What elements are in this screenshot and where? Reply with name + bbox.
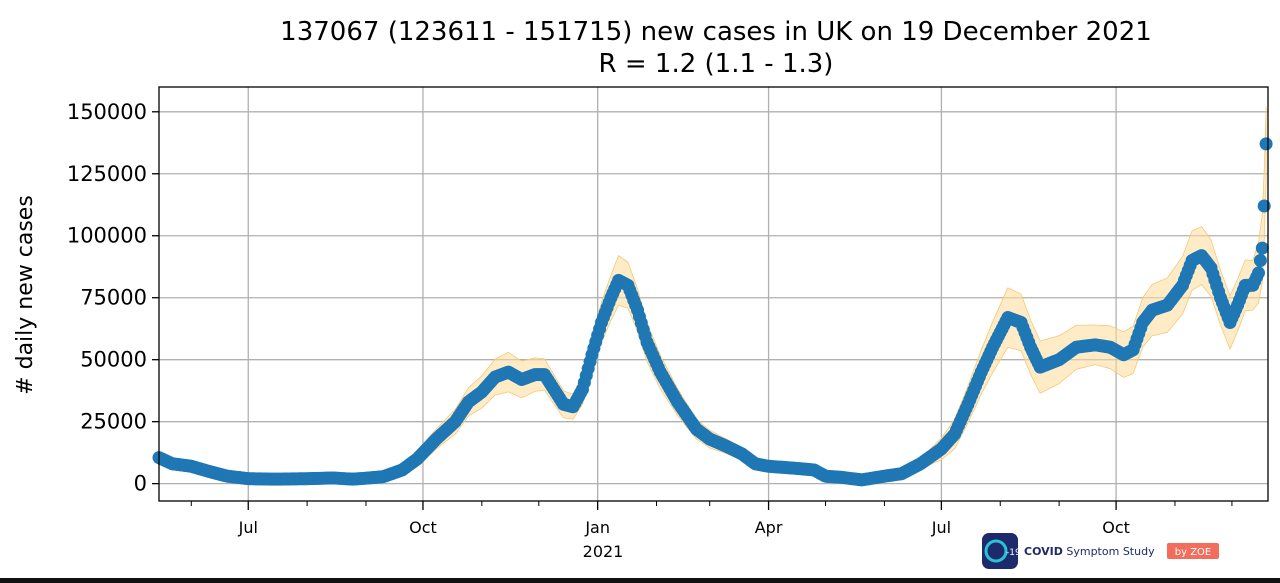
plot-frame	[158, 86, 1269, 502]
logo-name-bold: COVID	[1024, 545, 1063, 558]
x-year-label: 2021	[583, 542, 624, 561]
data-point	[1259, 137, 1273, 151]
logo-name-rest: Symptom Study	[1063, 545, 1155, 558]
x-tick-label: Jan	[584, 518, 610, 537]
y-tick-label: 100000	[67, 224, 147, 248]
x-axis: Jul Oct Jan Apr Jul Oct	[190, 501, 1233, 537]
data-point	[1252, 266, 1266, 280]
x-tick-label: Jul	[931, 518, 951, 537]
band-area	[158, 106, 1267, 485]
zoe-badge-icon	[1167, 543, 1219, 559]
data-point	[1255, 241, 1269, 255]
bottom-rule	[0, 578, 1280, 583]
y-tick-label: 25000	[80, 410, 147, 434]
x-tick-label: Oct	[409, 518, 437, 537]
x-tick-label: Jul	[238, 518, 258, 537]
logo-badge-text: -19	[1006, 548, 1021, 558]
y-tick-label: 150000	[67, 100, 147, 124]
y-tick-label: 50000	[80, 348, 147, 372]
y-tick-label: 75000	[80, 286, 147, 310]
data-point	[1257, 199, 1271, 213]
logo-text: COVID Symptom Study	[1024, 545, 1155, 558]
series-daily-cases	[152, 137, 1273, 487]
y-axis: 0 25000 50000 75000 100000 125000 150000	[67, 100, 159, 496]
x-tick-label: Apr	[755, 518, 783, 537]
chart-title: 137067 (123611 - 151715) new cases in UK…	[280, 17, 1152, 47]
data-point	[1253, 254, 1267, 268]
y-axis-label: # daily new cases	[13, 195, 38, 395]
y-tick-label: 0	[134, 472, 147, 496]
covid-symptom-study-logo: -19 COVID Symptom Study by ZOE	[982, 533, 1219, 569]
y-tick-label: 125000	[67, 162, 147, 186]
zoe-badge-text: by ZOE	[1175, 547, 1211, 558]
grid	[159, 87, 1268, 501]
logo-ring-icon	[984, 539, 1008, 563]
confidence-band	[158, 106, 1267, 485]
x-tick-label: Oct	[1102, 518, 1130, 537]
chart-subtitle: R = 1.2 (1.1 - 1.3)	[599, 49, 834, 79]
